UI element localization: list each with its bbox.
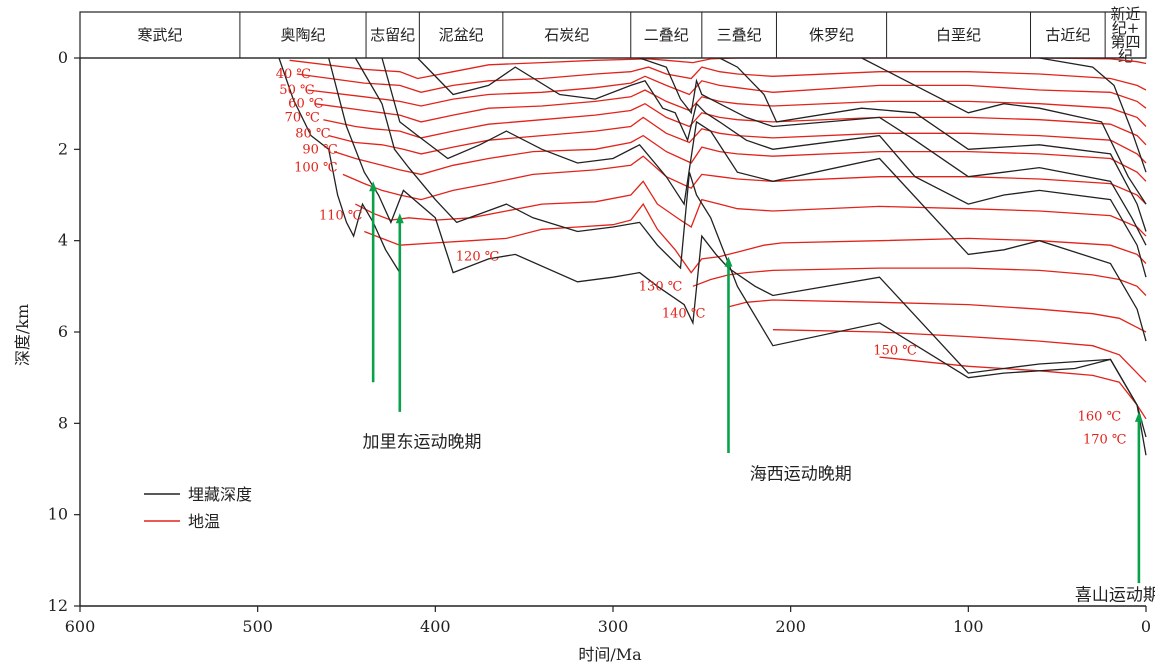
period-label: 寒武纪 xyxy=(137,26,182,44)
isotherm-line xyxy=(307,75,1147,109)
x-tick-label: 300 xyxy=(598,617,629,636)
y-tick-label: 10 xyxy=(48,505,68,524)
isotherm-label: 80 ℃ xyxy=(295,126,330,141)
isotherm-line xyxy=(333,134,1147,182)
burial-line xyxy=(354,57,1147,438)
isotherm-line xyxy=(692,267,1147,296)
isotherm-line xyxy=(289,57,1147,80)
isotherm-label: 100 ℃ xyxy=(294,161,338,176)
event-label: 加里东运动晚期 xyxy=(362,433,481,453)
isotherm-line xyxy=(364,202,1147,274)
period-strip-frame xyxy=(79,11,1147,59)
isotherm-label: 40 ℃ xyxy=(276,67,311,82)
isotherm-label: 90 ℃ xyxy=(302,142,337,157)
isotherm-label: 160 ℃ xyxy=(1078,409,1122,424)
isotherm-line xyxy=(314,89,1147,127)
burial-line xyxy=(278,57,401,273)
x-tick-label: 400 xyxy=(420,617,451,636)
isotherm-line xyxy=(328,116,1147,164)
isotherm-label: 110 ℃ xyxy=(319,209,363,224)
legend-label: 埋藏深度 xyxy=(188,485,252,504)
isotherm-label: 130 ℃ xyxy=(639,279,683,294)
period-label: 石炭纪 xyxy=(544,26,589,44)
isotherm-label: 120 ℃ xyxy=(456,250,500,265)
burial-line xyxy=(719,57,1147,232)
temperature-labels: 40 ℃50 ℃60 ℃70 ℃80 ℃90 ℃ 100 ℃ 110 ℃ 120 ℃ 1… xyxy=(276,67,1127,447)
isotherm-line xyxy=(323,102,1147,146)
y-tick-label: 12 xyxy=(48,596,68,615)
isotherm-line xyxy=(772,329,1147,383)
burial-line xyxy=(417,57,1147,278)
x-tick-label: 500 xyxy=(242,617,273,636)
isotherm-line xyxy=(355,180,1147,237)
event-arrowhead xyxy=(395,213,404,224)
isotherm-label: 140 ℃ xyxy=(662,307,706,322)
burial-line xyxy=(328,57,1147,456)
temperature-lines xyxy=(289,57,1147,420)
y-tick-label: 2 xyxy=(58,139,68,158)
period-label: 侏罗纪 xyxy=(809,26,854,44)
x-axis-title: 时间/Ma xyxy=(578,645,642,664)
isotherm-label: 60 ℃ xyxy=(288,97,323,112)
period-label: 奥陶纪 xyxy=(280,26,325,44)
legend-label: 地温 xyxy=(188,512,220,531)
burial-lines xyxy=(278,57,1147,456)
burial-line xyxy=(861,57,1147,205)
period-label: 志留纪 xyxy=(370,26,415,44)
event-arrowhead xyxy=(1134,411,1143,422)
isotherm-label: 70 ℃ xyxy=(285,110,320,125)
y-tick-label: 8 xyxy=(58,413,68,432)
burial-line xyxy=(639,57,1147,246)
isotherm-line xyxy=(296,66,1147,93)
period-label: 泥盆纪 xyxy=(439,26,484,44)
period-label: 新近纪+第四纪 xyxy=(1111,5,1141,65)
isotherm-line xyxy=(728,299,1147,333)
period-label: 白垩纪 xyxy=(936,26,981,44)
event-label: 喜山运动期 xyxy=(1075,586,1155,606)
burial-line xyxy=(1039,57,1147,173)
x-tick-label: 600 xyxy=(65,617,96,636)
y-tick-label: 4 xyxy=(58,231,68,250)
period-label: 古近纪 xyxy=(1045,26,1090,44)
event-label: 海西运动晚期 xyxy=(750,465,852,485)
isotherm-label: 150 ℃ xyxy=(873,343,917,358)
x-tick-label: 200 xyxy=(775,617,806,636)
period-strip: 寒武纪 奥陶纪 志留纪 泥盆纪 石炭纪 二叠纪 三叠纪 侏罗纪 白垩纪 古近纪 新近纪+第四纪 xyxy=(79,5,1147,65)
event-arrowhead xyxy=(724,256,733,267)
event-arrowhead xyxy=(369,181,378,192)
axes: 600 500 400 300 200 100 0 0 2 4 6 8 10 12 xyxy=(48,48,1151,636)
isotherm-label: 50 ℃ xyxy=(279,83,314,98)
x-tick-label: 100 xyxy=(953,617,984,636)
burial-line xyxy=(381,57,1147,342)
period-label: 二叠纪 xyxy=(644,26,689,44)
y-tick-label: 6 xyxy=(58,322,68,341)
y-tick-label: 0 xyxy=(58,48,68,67)
y-axis-title: 深度/km xyxy=(13,304,32,366)
period-label: 三叠纪 xyxy=(717,26,762,44)
x-tick-label: 0 xyxy=(1141,617,1151,636)
isotherm-label: 170 ℃ xyxy=(1083,432,1127,447)
